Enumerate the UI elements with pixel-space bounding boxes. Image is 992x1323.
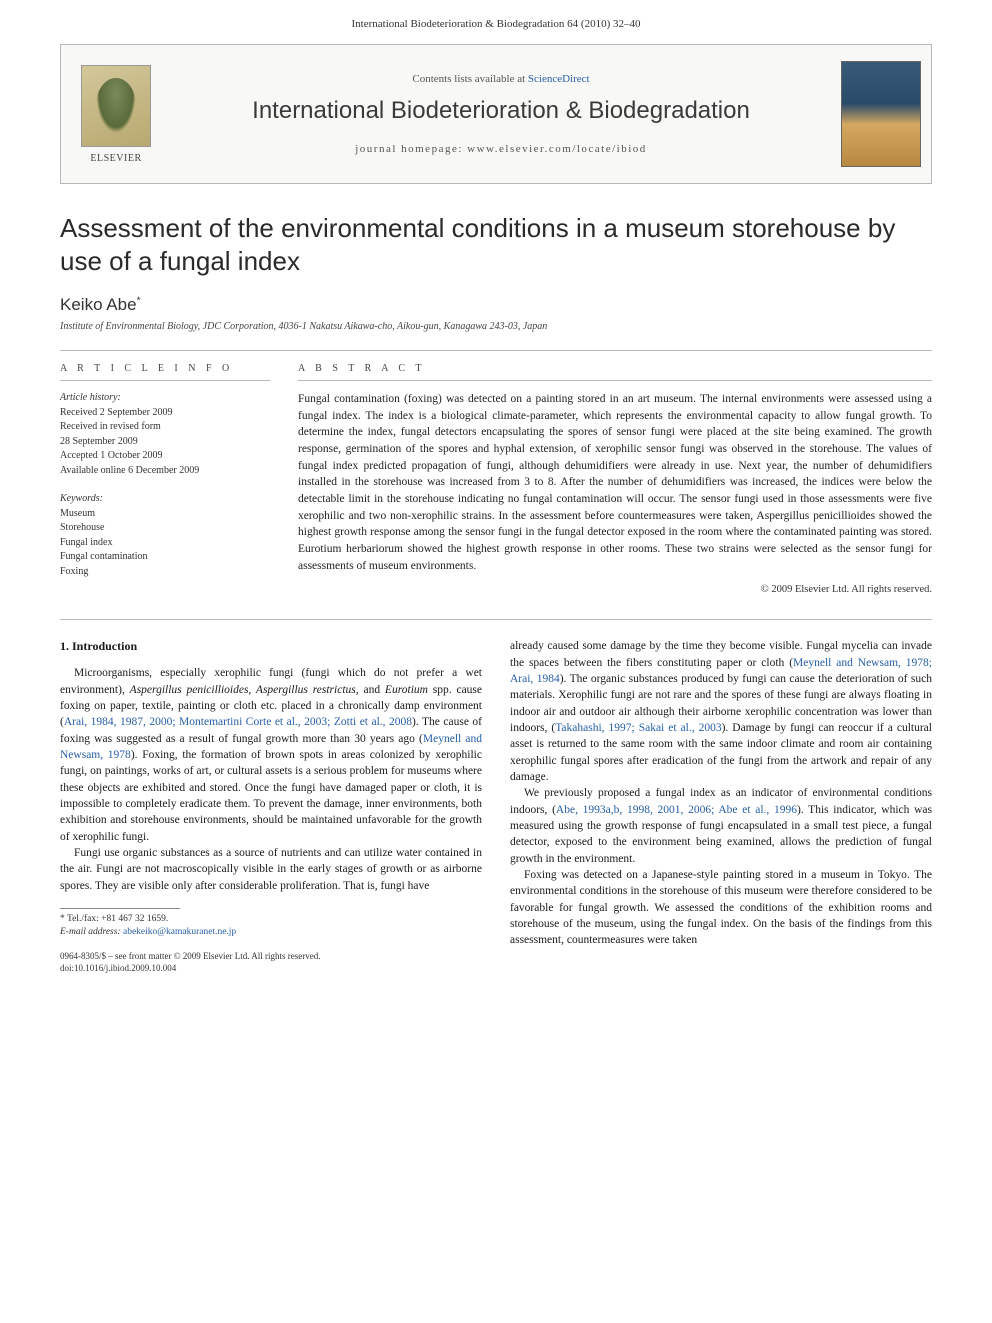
citation-link[interactable]: Takahashi, 1997; Sakai et al., 2003 — [555, 722, 721, 734]
text-run: , and — [356, 684, 385, 696]
journal-banner: ELSEVIER Contents lists available at Sci… — [60, 44, 932, 184]
article-info-label: A R T I C L E I N F O — [60, 363, 270, 381]
elsevier-tree-icon — [81, 65, 151, 147]
intro-paragraph: already caused some damage by the time t… — [510, 638, 932, 785]
sciencedirect-link[interactable]: ScienceDirect — [528, 73, 590, 85]
abstract-column: A B S T R A C T Fungal contamination (fo… — [298, 363, 932, 595]
homepage-label: journal homepage: — [355, 143, 467, 155]
intro-paragraph: Foxing was detected on a Japanese-style … — [510, 867, 932, 949]
copyright-line: © 2009 Elsevier Ltd. All rights reserved… — [298, 584, 932, 595]
article-info-column: A R T I C L E I N F O Article history: R… — [60, 363, 270, 595]
corresponding-footnote: * Tel./fax: +81 467 32 1659. E-mail addr… — [60, 913, 482, 940]
history-heading: Article history: — [60, 392, 121, 403]
cover-block — [831, 45, 931, 183]
publisher-label: ELSEVIER — [90, 153, 141, 164]
body-column-right: already caused some damage by the time t… — [510, 638, 932, 974]
journal-cover-icon — [841, 61, 921, 167]
history-line: Received in revised form — [60, 421, 161, 432]
intro-heading: 1. Introduction — [60, 638, 482, 655]
rule-top — [60, 350, 932, 351]
species-italic: Eurotium — [385, 684, 428, 696]
keywords-heading: Keywords: — [60, 493, 103, 504]
running-header: International Biodeterioration & Biodegr… — [0, 0, 992, 38]
meta-abstract-row: A R T I C L E I N F O Article history: R… — [60, 363, 932, 595]
text-run: ). Foxing, the formation of brown spots … — [60, 749, 482, 843]
homepage-line: journal homepage: www.elsevier.com/locat… — [355, 143, 647, 155]
front-matter-line: 0964-8305/$ – see front matter © 2009 El… — [60, 950, 482, 962]
species-italic: Aspergillus penicillioides, Aspergillus … — [130, 684, 356, 696]
contents-prefix: Contents lists available at — [412, 73, 527, 85]
intro-paragraph: We previously proposed a fungal index as… — [510, 785, 932, 867]
history-line: 28 September 2009 — [60, 436, 138, 447]
affiliation: Institute of Environmental Biology, JDC … — [60, 321, 932, 332]
publisher-block: ELSEVIER — [61, 45, 171, 183]
article-title: Assessment of the environmental conditio… — [60, 212, 932, 277]
email-label: E-mail address: — [60, 927, 123, 937]
homepage-url[interactable]: www.elsevier.com/locate/ibiod — [467, 143, 647, 155]
history-line: Accepted 1 October 2009 — [60, 450, 162, 461]
keyword: Storehouse — [60, 522, 104, 533]
body-columns: 1. Introduction Microorganisms, especial… — [60, 638, 932, 974]
banner-center: Contents lists available at ScienceDirec… — [171, 45, 831, 183]
abstract-label: A B S T R A C T — [298, 363, 932, 381]
citation-link[interactable]: Arai, 1984, 1987, 2000; Montemartini Cor… — [64, 716, 412, 728]
journal-name: International Biodeterioration & Biodegr… — [252, 97, 750, 125]
intro-paragraph: Microorganisms, especially xerophilic fu… — [60, 665, 482, 845]
history-line: Available online 6 December 2009 — [60, 465, 199, 476]
rule-bottom — [60, 619, 932, 620]
contents-line: Contents lists available at ScienceDirec… — [412, 73, 589, 85]
keyword: Foxing — [60, 566, 88, 577]
keyword: Fungal index — [60, 537, 113, 548]
citation-link[interactable]: Abe, 1993a,b, 1998, 2001, 2006; Abe et a… — [556, 804, 797, 816]
article-history: Article history: Received 2 September 20… — [60, 391, 270, 478]
history-line: Received 2 September 2009 — [60, 407, 172, 418]
intro-paragraph: Fungi use organic substances as a source… — [60, 845, 482, 894]
author-text: Keiko Abe — [60, 295, 137, 314]
email-link[interactable]: abekeiko@kamakuranet.ne.jp — [123, 927, 236, 937]
author-name: Keiko Abe* — [60, 295, 932, 315]
body-column-left: 1. Introduction Microorganisms, especial… — [60, 638, 482, 974]
main-content: Assessment of the environmental conditio… — [0, 202, 992, 1004]
keyword: Museum — [60, 508, 95, 519]
footnote-separator — [60, 908, 180, 909]
abstract-text: Fungal contamination (foxing) was detect… — [298, 391, 932, 574]
footnote-tel: * Tel./fax: +81 467 32 1659. — [60, 913, 482, 926]
publication-footer: 0964-8305/$ – see front matter © 2009 El… — [60, 950, 482, 974]
corresponding-mark: * — [137, 295, 141, 306]
keywords-block: Keywords: Museum Storehouse Fungal index… — [60, 492, 270, 579]
keyword: Fungal contamination — [60, 551, 148, 562]
doi-line: doi:10.1016/j.ibiod.2009.10.004 — [60, 962, 482, 974]
